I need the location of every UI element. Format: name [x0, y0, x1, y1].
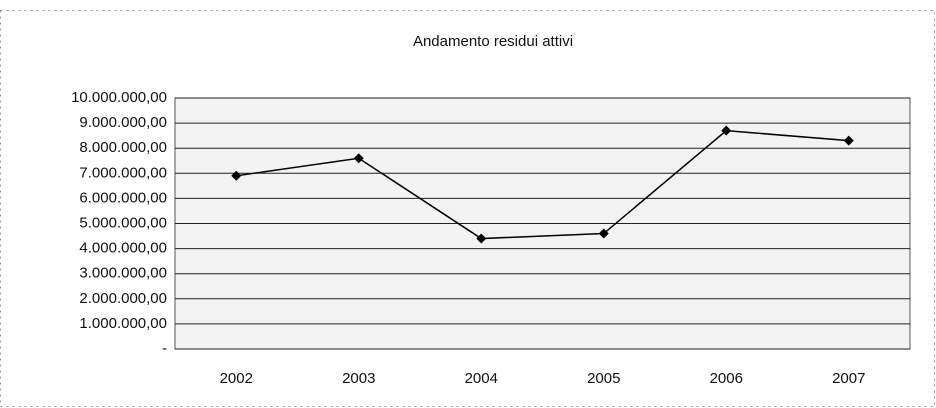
x-tick-label: 2007: [832, 370, 865, 387]
marker: [353, 153, 364, 164]
series-line: [236, 129, 849, 240]
marker: [476, 233, 487, 244]
y-tick-label: 1.000.000,00: [79, 315, 167, 332]
y-tick-label: 10.000.000,00: [71, 89, 167, 106]
x-tick-label: 2004: [465, 370, 498, 387]
y-tick-label: 2.000.000,00: [79, 290, 167, 307]
x-tick-label: 2006: [710, 370, 743, 387]
y-tick-label: 7.000.000,00: [79, 164, 167, 181]
y-tick-label: 9.000.000,00: [79, 114, 167, 131]
y-tick-label: 3.000.000,00: [79, 265, 167, 282]
y-tick-label: 6.000.000,00: [79, 189, 167, 206]
marker: [721, 125, 732, 136]
y-tick-label: -: [162, 340, 167, 357]
marker: [231, 170, 242, 181]
chart-title: Andamento residui attivi: [413, 33, 573, 50]
y-tick-label: 4.000.000,00: [79, 240, 167, 257]
x-tick-label: 2005: [587, 370, 620, 387]
x-tick-label: 2002: [220, 370, 253, 387]
x-tick-label: 2003: [342, 370, 375, 387]
y-tick-label: 5.000.000,00: [79, 214, 167, 231]
y-tick-label: 8.000.000,00: [79, 139, 167, 156]
marker: [843, 135, 854, 146]
marker: [598, 228, 609, 239]
